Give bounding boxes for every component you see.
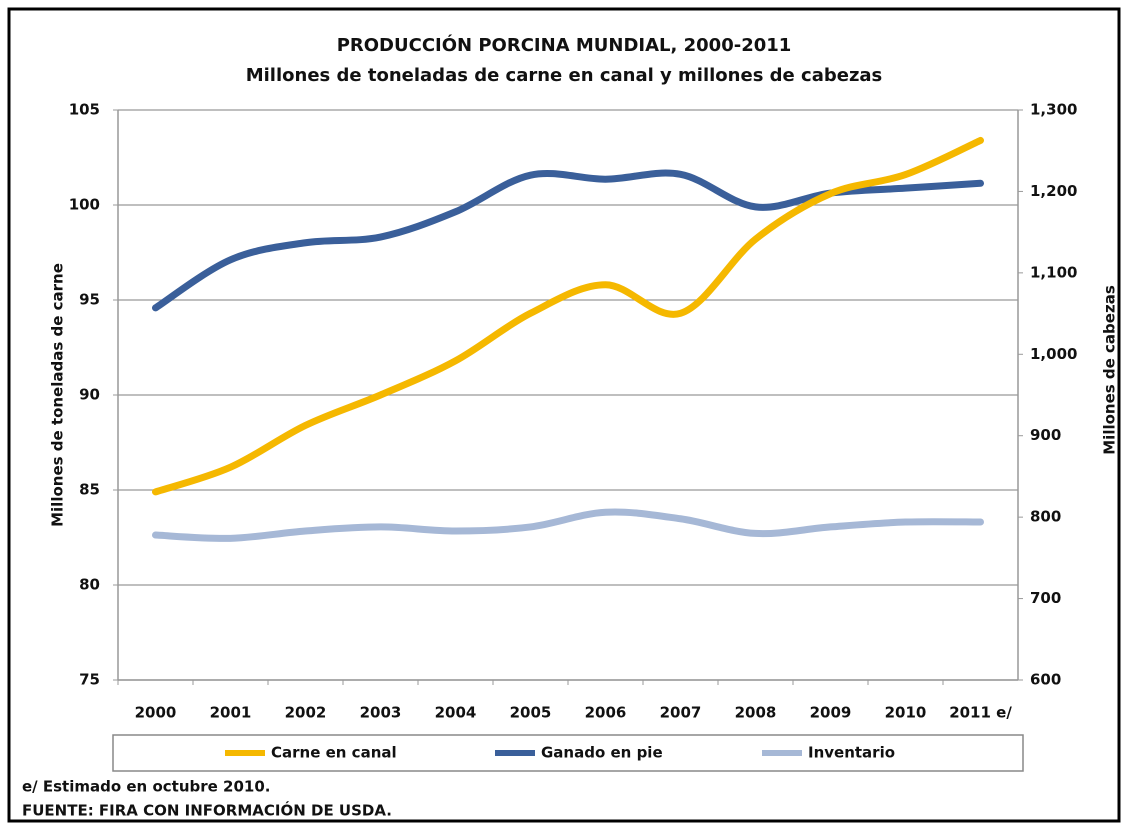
y2-tick-label: 700 [1030, 589, 1061, 607]
y-tick-label: 95 [79, 291, 100, 309]
x-tick-label: 2001 [210, 704, 252, 722]
y2-tick-label: 600 [1030, 671, 1061, 689]
legend-box [112, 734, 1024, 772]
y-tick-label: 85 [79, 481, 100, 499]
series-line [152, 136, 984, 496]
x-tick-label: 2009 [810, 704, 852, 722]
source-note: FUENTE: FIRA CON INFORMACIÓN DE USDA. [22, 801, 392, 820]
x-tick-label: 2005 [510, 704, 552, 722]
x-tick-label: 2010 [885, 704, 927, 722]
x-tick-label: 2004 [435, 704, 477, 722]
y2-tick-label: 1,200 [1030, 182, 1077, 200]
legend-label: Ganado en pie [541, 744, 663, 762]
y-tick-label: 100 [69, 196, 100, 214]
legend-label: Inventario [808, 744, 895, 762]
legend-label: Carne en canal [271, 744, 397, 762]
x-tick-label: 2003 [360, 704, 402, 722]
x-tick-label: 2000 [135, 704, 177, 722]
y-tick-label: 90 [79, 386, 100, 404]
y2-tick-label: 900 [1030, 426, 1061, 444]
x-tick-label: 2008 [735, 704, 777, 722]
x-tick-label: 2002 [285, 704, 327, 722]
y2-tick-label: 1,000 [1030, 345, 1077, 363]
y-tick-label: 80 [79, 576, 100, 594]
x-tick-label: 2007 [660, 704, 702, 722]
series-line [152, 169, 984, 312]
y2-tick-label: 1,300 [1030, 101, 1077, 119]
y-tick-label: 105 [69, 101, 100, 119]
series-line [152, 508, 984, 542]
y2-tick-label: 800 [1030, 508, 1061, 526]
footnote: e/ Estimado en octubre 2010. [22, 778, 270, 796]
chart-subtitle: Millones de toneladas de carne en canal … [246, 65, 883, 86]
frame [7, 7, 1121, 823]
y-axis-label: Millones de toneladas de carne [49, 263, 67, 527]
x-tick-label: 2006 [585, 704, 627, 722]
x-tick-label: 2011 e/ [949, 704, 1012, 722]
chart-title: PRODUCCIÓN PORCINA MUNDIAL, 2000-2011 [337, 34, 792, 56]
y2-axis-label: Millones de cabezas [1101, 285, 1119, 455]
y2-tick-label: 1,100 [1030, 263, 1077, 281]
y-tick-label: 75 [79, 671, 100, 689]
